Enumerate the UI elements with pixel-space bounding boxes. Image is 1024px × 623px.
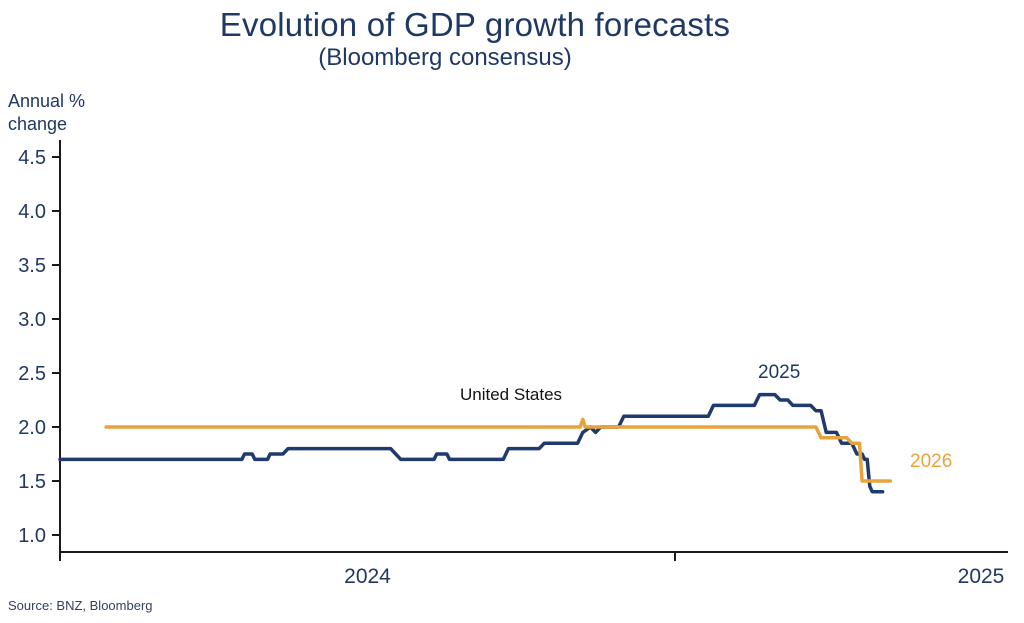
series-line-2025 bbox=[58, 392, 885, 494]
series-line-2026 bbox=[104, 417, 893, 483]
y-tick-label: 3.0 bbox=[18, 309, 46, 331]
series-label-2026: 2026 bbox=[910, 451, 953, 472]
y-tick-label: 1.5 bbox=[18, 471, 46, 493]
x-tick-label-2024: 2024 bbox=[344, 565, 391, 588]
y-tick-label: 1.0 bbox=[18, 525, 46, 547]
axis-lines bbox=[59, 140, 1008, 553]
y-axis-title-line1: Annual % bbox=[8, 91, 86, 111]
y-tick-label: 2.0 bbox=[18, 417, 46, 439]
series-label-2025: 2025 bbox=[758, 362, 801, 383]
y-axis-title-line2: change bbox=[8, 113, 68, 134]
y-tick-label: 3.5 bbox=[18, 255, 46, 277]
y-tick-label: 4.5 bbox=[18, 147, 46, 169]
series-annotation-united-states: United States bbox=[460, 385, 563, 404]
source-note: Source: BNZ, Bloomberg bbox=[8, 598, 153, 613]
chart-title: Evolution of GDP growth forecasts bbox=[219, 6, 731, 43]
chart-subtitle: (Bloomberg consensus) bbox=[318, 44, 572, 71]
y-tick-label: 4.0 bbox=[18, 201, 46, 223]
y-tick-label: 2.5 bbox=[18, 363, 46, 385]
x-tick-label-2025: 2025 bbox=[958, 565, 1005, 588]
y-axis-title: Annual % change bbox=[8, 90, 85, 135]
